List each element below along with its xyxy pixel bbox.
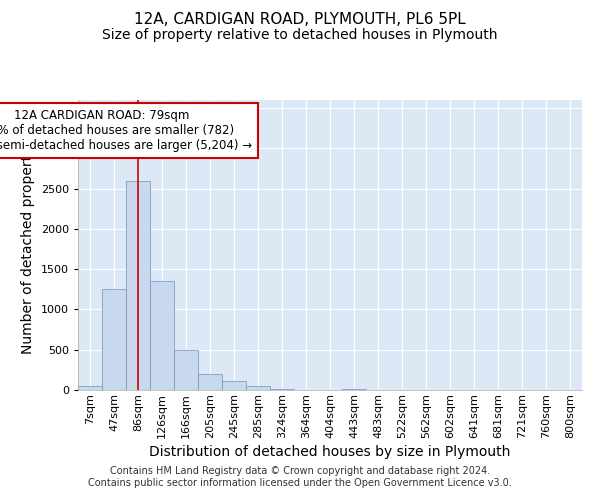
- Text: Contains HM Land Registry data © Crown copyright and database right 2024.
Contai: Contains HM Land Registry data © Crown c…: [88, 466, 512, 487]
- Bar: [102, 290, 126, 390]
- Bar: [270, 389, 294, 390]
- Text: 12A CARDIGAN ROAD: 79sqm
← 13% of detached houses are smaller (782)
86% of semi-: 12A CARDIGAN ROAD: 79sqm ← 13% of detach…: [0, 109, 252, 152]
- Text: 12A, CARDIGAN ROAD, PLYMOUTH, PL6 5PL: 12A, CARDIGAN ROAD, PLYMOUTH, PL6 5PL: [134, 12, 466, 28]
- Bar: [222, 381, 246, 390]
- X-axis label: Distribution of detached houses by size in Plymouth: Distribution of detached houses by size …: [149, 444, 511, 458]
- Bar: [150, 281, 174, 390]
- Bar: [198, 374, 222, 390]
- Bar: [174, 350, 198, 390]
- Text: Size of property relative to detached houses in Plymouth: Size of property relative to detached ho…: [102, 28, 498, 42]
- Bar: [342, 389, 366, 390]
- Y-axis label: Number of detached properties: Number of detached properties: [21, 136, 35, 354]
- Bar: [246, 386, 270, 390]
- Bar: [126, 182, 150, 390]
- Bar: [78, 386, 102, 390]
